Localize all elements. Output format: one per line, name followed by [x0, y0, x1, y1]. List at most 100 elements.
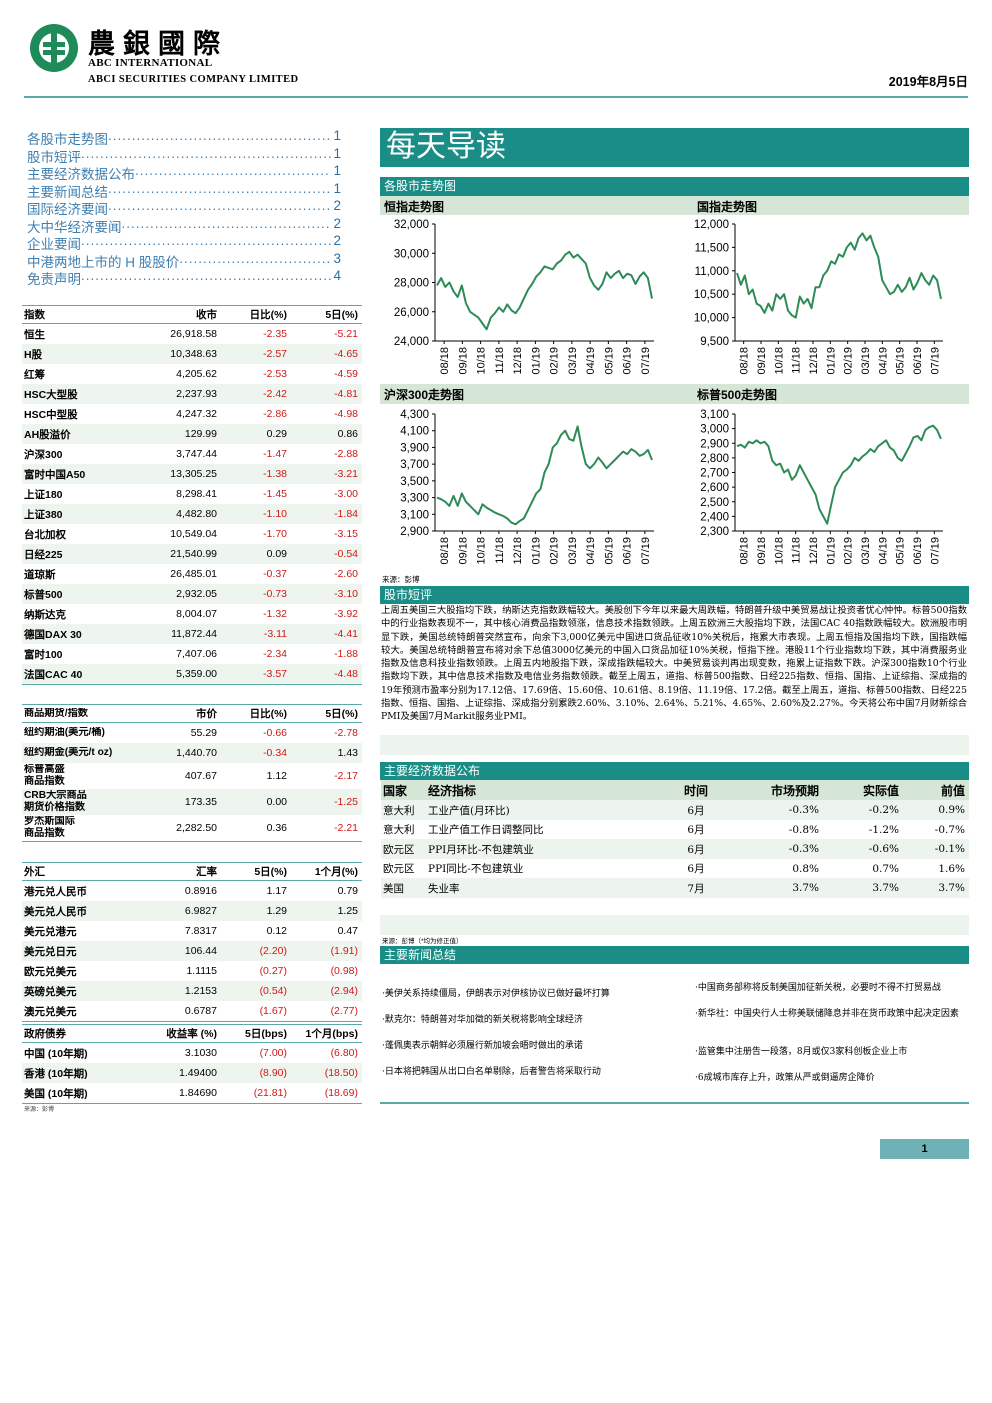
row-value: -5.21: [334, 328, 358, 340]
row-value: -3.11: [263, 628, 287, 640]
toc-item-page: 1: [333, 180, 341, 196]
x-tick-label: 01/19: [825, 537, 837, 565]
table-row: 标普高盛 商品指数 407.67 1.12 -2.17: [22, 763, 362, 789]
y-tick-label: 3,900: [400, 442, 429, 454]
row-value: 1.49400: [179, 1067, 217, 1079]
y-tick-label: 9,500: [700, 336, 729, 348]
econ-cell: -0.3%: [788, 804, 819, 816]
chart-title-hscei: 国指走势图: [697, 200, 758, 214]
chart-hsi: 32,000 30,000 28,000 26,000 24,000 08/18 09/18…: [394, 219, 654, 375]
toc-item[interactable]: 企业要闻....................................…: [27, 233, 341, 250]
row-value: 1.12: [266, 770, 287, 782]
toc-item-label: 各股市走势图: [27, 132, 108, 145]
row-value: 3.1030: [184, 1047, 217, 1059]
row-label: H股: [24, 348, 43, 361]
toc-leader: ........................................…: [108, 198, 332, 213]
toc-item[interactable]: 免责声明....................................…: [27, 268, 341, 285]
table-row: 台北加权 10,549.04 -1.70 -3.15: [22, 524, 362, 544]
news-item[interactable]: ·新华社：中国央行人士称美联储降息并非在货币政策中起决定因素: [695, 1009, 959, 1019]
toc-leader: ........................................…: [81, 233, 331, 248]
econ-cell: 3.7%: [938, 882, 965, 894]
x-tick-label: 06/19: [622, 537, 634, 565]
x-tick-label: 06/19: [622, 347, 634, 375]
y-tick-label: 28,000: [394, 278, 429, 290]
news-item[interactable]: ·美伊关系持续僵局，伊朗表示对伊核协议已做好最坏打算: [382, 989, 610, 999]
row-value: 0.29: [266, 428, 287, 440]
row-value: -2.86: [263, 408, 287, 420]
series-line: [736, 424, 942, 525]
toc-leader: ........................................…: [179, 250, 332, 266]
table-row: 纽约期油(美元/桶) 55.29 -0.66 -2.78: [22, 723, 362, 743]
row-label: 道琼斯: [24, 568, 56, 581]
x-tick-label: 09/18: [756, 537, 768, 565]
toc-item[interactable]: 各股市走势图..................................…: [27, 128, 341, 145]
news-item[interactable]: ·监管集中注册告一段落，8月或仅3家科创板企业上市: [695, 1047, 908, 1057]
table-row: 沪深300 3,747.44 -1.47 -2.88: [22, 444, 362, 464]
table-row: 美元兑人民币 6.9827 1.29 1.25: [22, 901, 362, 921]
row-label: 恒生: [24, 328, 45, 341]
table-row: 道琼斯 26,485.01 -0.37 -2.60: [22, 564, 362, 584]
row-label: 纳斯达克: [24, 608, 66, 621]
row-label: 美元兑人民币: [24, 905, 87, 918]
news-item[interactable]: ·中国商务部称将反制美国加征新关税，必要时不得不打贸易战: [695, 983, 941, 993]
row-value: -1.32: [263, 608, 287, 620]
row-value: -2.88: [334, 448, 358, 460]
row-label: 美国 (10年期): [24, 1087, 88, 1100]
row-value: -1.70: [263, 528, 287, 540]
row-value: 173.35: [184, 796, 217, 808]
row-value: -0.34: [263, 747, 287, 759]
toc-item[interactable]: 主要经济数据公布................................…: [27, 163, 341, 180]
bond-source: 来源：彭博: [24, 1107, 55, 1113]
news-item[interactable]: ·日本将把韩国从出口白名单剔除，后者警告将采取行动: [382, 1067, 601, 1077]
news-item[interactable]: ·6成城市库存上升，政策从严或倒逼房企降价: [695, 1073, 875, 1083]
toc-item[interactable]: 股市短评....................................…: [27, 146, 341, 163]
toc-item[interactable]: 主要新闻总结..................................…: [27, 181, 341, 198]
row-value: -1.25: [334, 796, 358, 808]
x-tick-label: 07/19: [929, 347, 941, 375]
toc-item[interactable]: 大中华经济要闻.................................…: [27, 216, 341, 233]
econ-cell: 6月: [687, 824, 705, 836]
x-tick-label: 10/18: [773, 347, 785, 375]
row-label: 纽约期金(美元/t oz): [24, 747, 113, 758]
table-row: 富时中国A50 13,305.25 -1.38 -3.21: [22, 464, 362, 484]
row-value: -4.59: [334, 368, 358, 380]
chart-title-csi300: 沪深300走势图: [384, 388, 465, 402]
x-tick-label: 04/19: [877, 347, 889, 375]
row-value: -3.00: [334, 488, 358, 500]
row-value: 1.29: [266, 905, 287, 917]
toc-item[interactable]: 中港两地上市的 H 股股价...........................…: [27, 251, 341, 268]
table-row: 美元兑日元 106.44 (2.20) (1.91): [22, 941, 362, 961]
table-row: 日经225 21,540.99 0.09 -0.54: [22, 544, 362, 564]
row-label: 法国CAC 40: [24, 668, 83, 681]
charts-section-title: 各股市走势图: [380, 177, 969, 196]
row-value: -4.81: [334, 388, 358, 400]
toc-item-page: 4: [333, 268, 341, 283]
news-item[interactable]: ·蓬佩奥表示朝鲜必须履行新加坡会晤时做出的承诺: [382, 1041, 583, 1051]
x-tick-label: 03/19: [567, 537, 579, 565]
x-tick-label: 10/18: [476, 537, 488, 565]
row-value: (1.91): [330, 945, 358, 957]
row-value: (18.69): [324, 1087, 358, 1099]
row-label: 欧元兑美元: [24, 965, 77, 978]
toc-item[interactable]: 国际经济要闻..................................…: [27, 198, 341, 215]
y-tick-label: 26,000: [394, 307, 429, 319]
row-value: -2.57: [263, 348, 287, 360]
row-label: 香港 (10年期): [24, 1067, 88, 1080]
econ-cell: -0.3%: [788, 843, 819, 855]
table-row: 香港 (10年期) 1.49400 (8.90) (18.50): [22, 1063, 362, 1083]
y-tick-label: 4,100: [400, 426, 429, 438]
row-label: 台北加权: [24, 528, 66, 541]
commentary-title: 股市短评: [380, 586, 969, 604]
x-tick-label: 09/18: [457, 537, 469, 565]
row-value: 0.6787: [184, 1005, 217, 1017]
y-tick-label: 2,500: [700, 497, 729, 509]
x-tick-label: 08/18: [739, 347, 751, 375]
x-tick-label: 11/18: [494, 537, 506, 564]
row-value: (2.20): [259, 945, 287, 957]
y-tick-label: 2,900: [400, 526, 429, 538]
x-tick-label: 01/19: [825, 347, 837, 375]
x-tick-label: 04/19: [585, 537, 597, 565]
row-value: 2,237.93: [176, 388, 217, 400]
news-item[interactable]: ·默克尔：特朗普对华加徵的新关税将影响全球经济: [382, 1015, 583, 1025]
y-tick-label: 10,500: [694, 289, 729, 301]
